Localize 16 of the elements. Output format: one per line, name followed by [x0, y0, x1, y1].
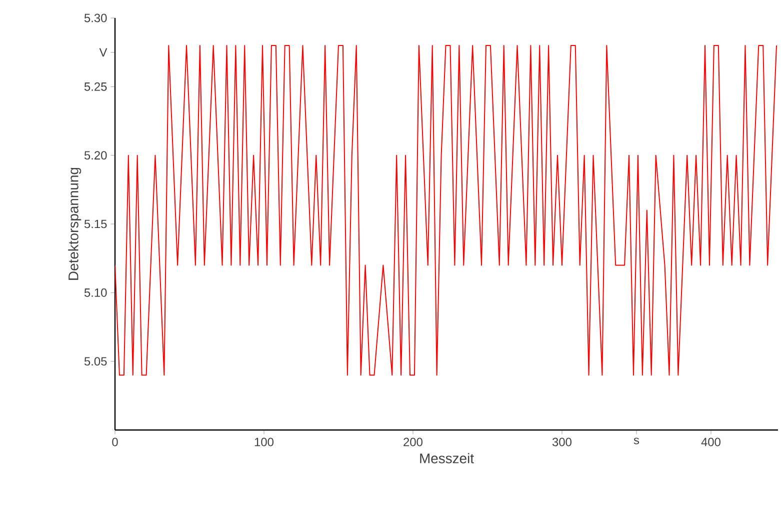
y-tick-label: 5.05 — [84, 357, 107, 366]
y-axis-title: Detektorspannung — [68, 168, 82, 280]
x-tick-label: 200 — [404, 438, 422, 446]
x-tick-label: s — [634, 438, 640, 444]
y-tick-label: 5.10 — [84, 288, 107, 297]
y-tick-label: V — [99, 48, 108, 56]
line-series — [115, 44, 778, 376]
y-tick-label: 5.30 — [84, 14, 107, 22]
x-tick-label: 0 — [112, 438, 118, 446]
x-tick-label: 400 — [701, 438, 720, 446]
x-tick-label: 300 — [552, 438, 572, 446]
x-tick-label: 100 — [254, 438, 274, 446]
y-tick-label: 5.15 — [84, 220, 107, 228]
y-tick-label: 5.20 — [84, 151, 107, 160]
y-tick-label: 5.25 — [84, 82, 107, 91]
x-axis-title: Messzeit — [420, 453, 474, 464]
